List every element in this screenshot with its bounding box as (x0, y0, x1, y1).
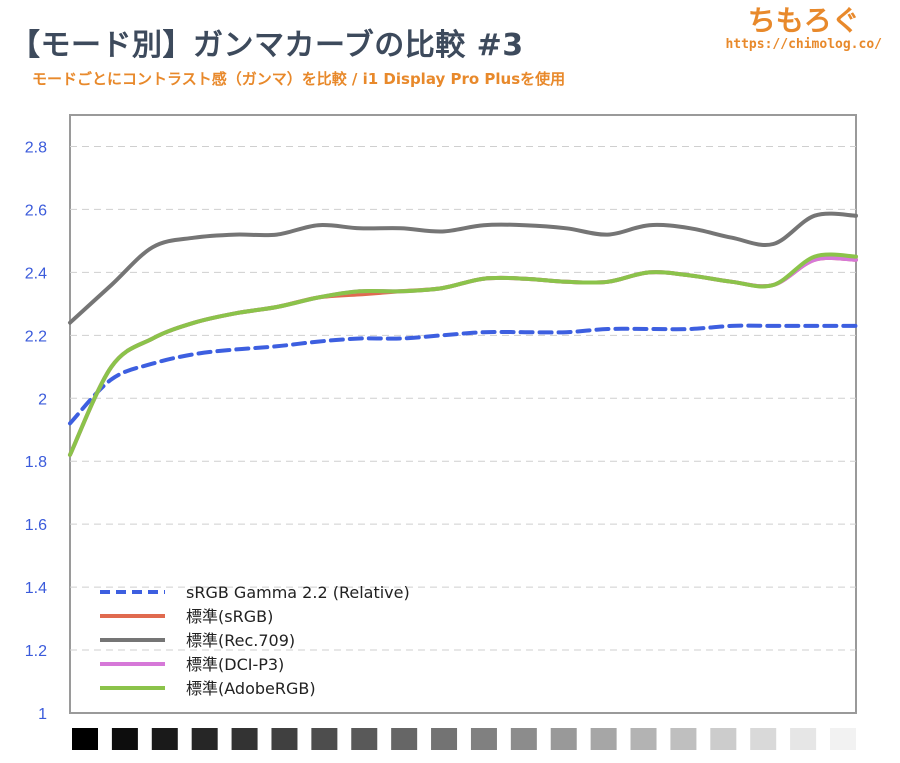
gray-step-swatch (510, 728, 537, 750)
gray-step-swatch (630, 728, 657, 750)
series-line-2 (68, 211, 858, 325)
gray-step-swatch (391, 728, 418, 750)
gray-step-swatch (72, 728, 98, 750)
gray-step-swatch (191, 728, 218, 750)
y-tick-label: 1.8 (25, 454, 47, 471)
y-tick-label: 2 (38, 391, 47, 408)
gray-step-swatch (231, 728, 258, 750)
y-tick-label: 1 (38, 706, 47, 723)
legend-label: 標準(sRGB) (186, 607, 273, 626)
gray-step-swatch (550, 728, 577, 750)
legend-label: 標準(Rec.709) (186, 631, 295, 650)
legend-label: 標準(DCI-P3) (186, 655, 284, 674)
gray-step-swatch (670, 728, 697, 750)
y-tick-label: 2.6 (25, 202, 47, 219)
y-tick-label: 1.4 (25, 580, 47, 597)
chart-title: 【モード別】ガンマカーブの比較 #3 (10, 28, 524, 63)
y-tick-label: 1.2 (25, 643, 47, 660)
series-line-4 (68, 252, 858, 457)
gray-step-swatch (151, 728, 178, 750)
gray-step-swatch (750, 728, 777, 750)
gray-step-swatch (710, 728, 737, 750)
y-tick-label: 2.4 (25, 265, 47, 282)
plot-frame (69, 114, 857, 714)
y-tick-label: 1.6 (25, 517, 47, 534)
gray-step-swatch (311, 728, 338, 750)
gray-step-swatch (790, 728, 817, 750)
logo-url: https://chimolog.co/ (725, 36, 882, 52)
gray-step-swatch (271, 728, 298, 750)
chart-subtitle: モードごとにコントラスト感（ガンマ）を比較 / i1 Display Pro P… (32, 70, 566, 88)
gray-step-swatch (830, 728, 856, 750)
y-tick-label: 2.2 (25, 328, 47, 345)
logo-text: ちもろぐ (747, 4, 860, 37)
legend-label: 標準(AdobeRGB) (186, 679, 316, 698)
y-tick-label: 2.8 (25, 139, 47, 156)
legend-label: sRGB Gamma 2.2 (Relative) (186, 583, 410, 602)
gray-step-swatch (111, 728, 138, 750)
site-logo: ちもろぐ https://chimolog.co/ (725, 4, 882, 52)
gray-step-swatch (431, 728, 458, 750)
series-line-0 (68, 323, 858, 426)
gray-step-swatch (351, 728, 378, 750)
gray-step-swatch (470, 728, 497, 750)
gray-step-swatch (590, 728, 617, 750)
